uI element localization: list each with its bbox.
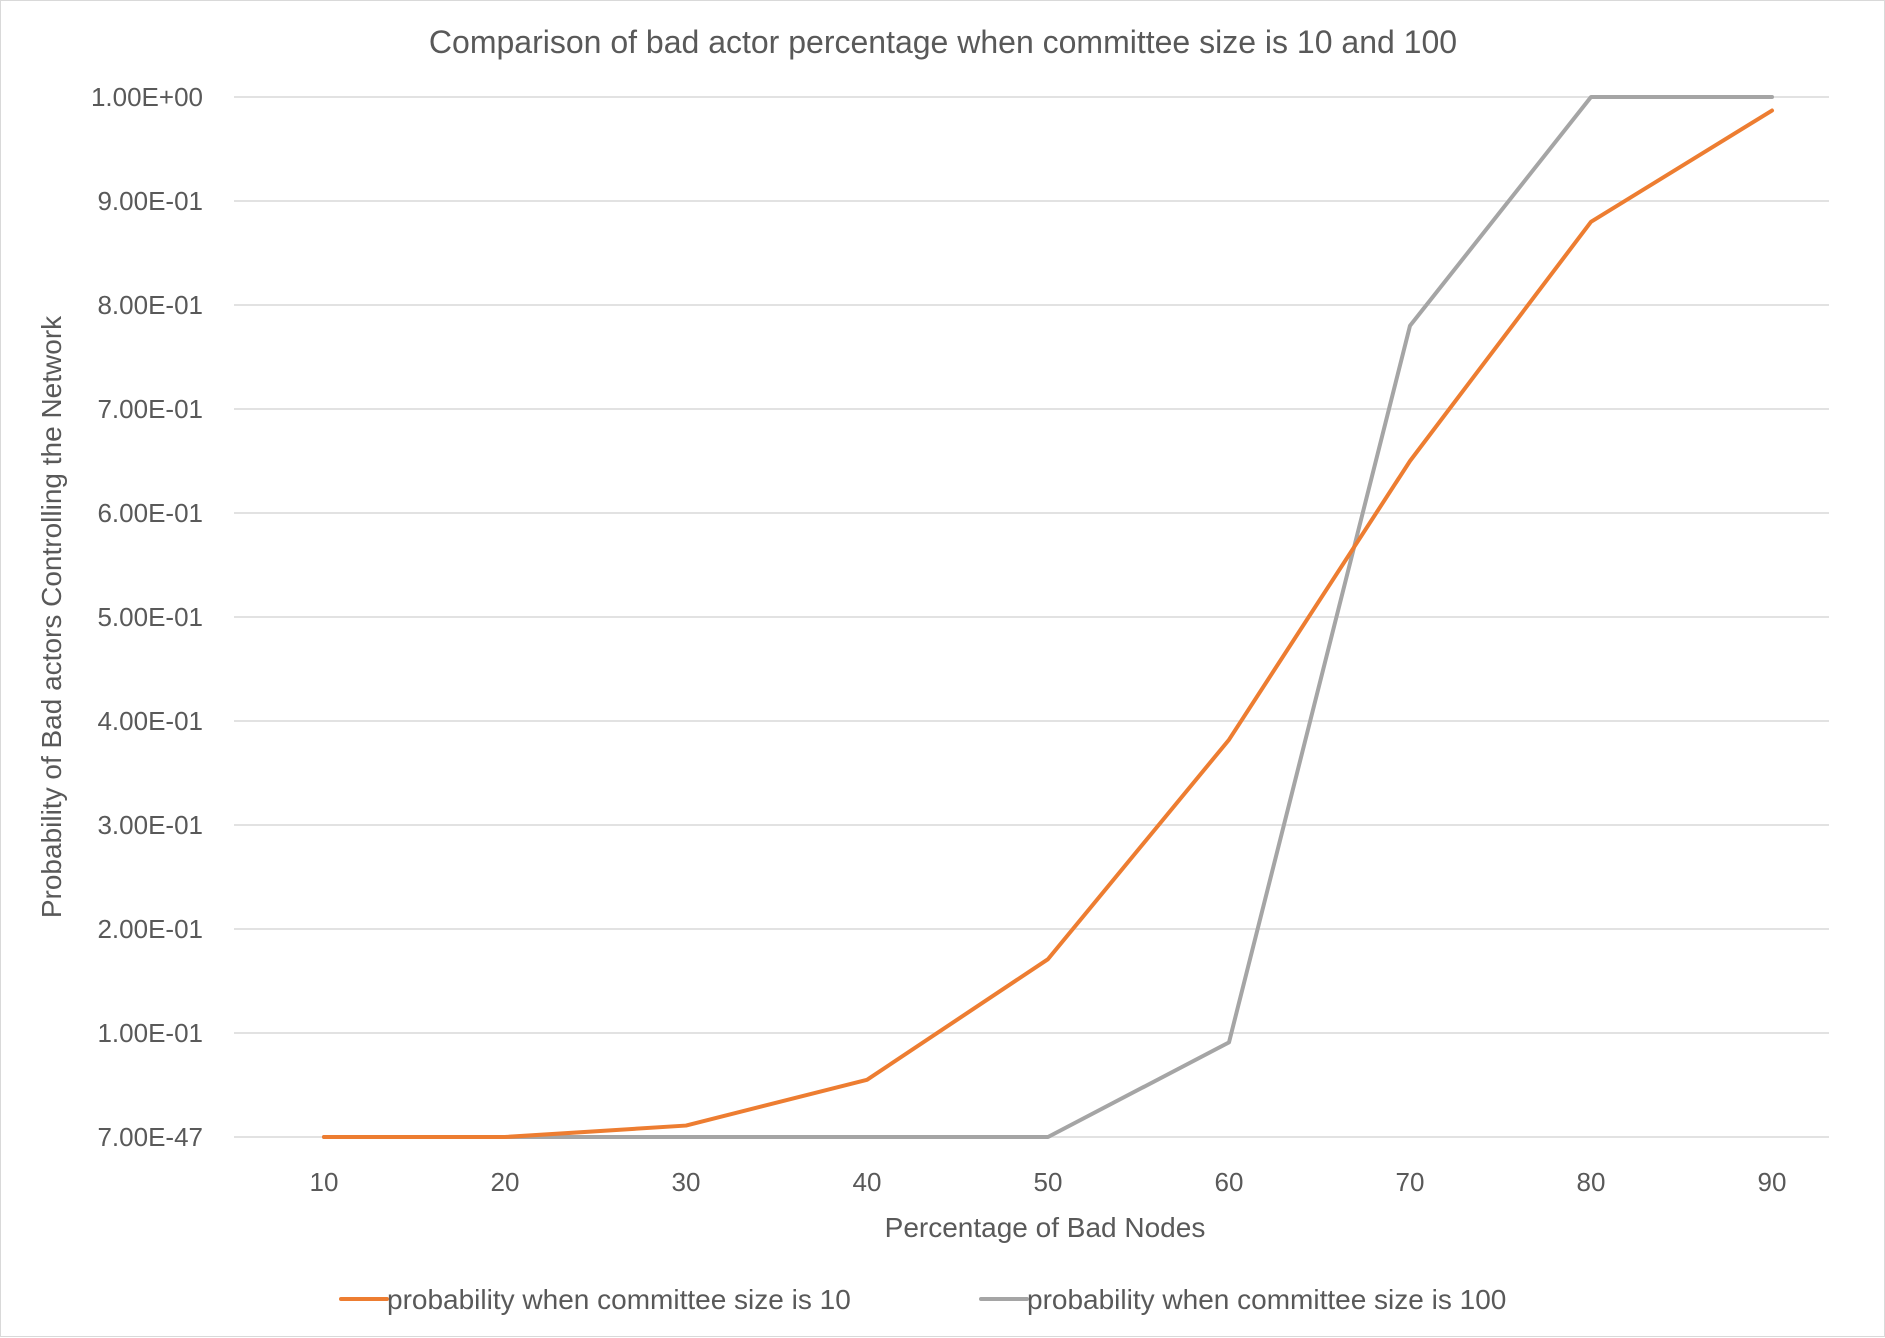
- y-tick-label-6: 6.00E-01: [97, 498, 203, 528]
- x-tick-label-4: 50: [1034, 1167, 1063, 1197]
- y-tick-label-7: 7.00E-01: [97, 394, 203, 424]
- y-tick-label-4: 4.00E-01: [97, 706, 203, 736]
- y-axis-tick-labels: 7.00E-47 1.00E-01 2.00E-01 3.00E-01 4.00E-01…: [91, 82, 203, 1152]
- x-tick-label-5: 60: [1215, 1167, 1244, 1197]
- y-axis-title: Probability of Bad actors Controlling th…: [36, 315, 67, 918]
- y-tick-label-2: 2.00E-01: [97, 914, 203, 944]
- x-tick-label-7: 80: [1577, 1167, 1606, 1197]
- chart-title: Comparison of bad actor percentage when …: [429, 24, 1457, 60]
- x-tick-label-8: 90: [1758, 1167, 1787, 1197]
- y-tick-label-5: 5.00E-01: [97, 602, 203, 632]
- x-axis-title: Percentage of Bad Nodes: [885, 1212, 1206, 1243]
- x-axis-tick-labels: 10 20 30 40 50 60 70 80 90: [310, 1167, 1787, 1197]
- legend-label-0: probability when committee size is 10: [387, 1284, 851, 1315]
- gridlines: [234, 96, 1829, 1138]
- y-tick-label-3: 3.00E-01: [97, 810, 203, 840]
- x-tick-label-2: 30: [672, 1167, 701, 1197]
- y-tick-label-1: 1.00E-01: [97, 1018, 203, 1048]
- y-tick-label-0: 7.00E-47: [97, 1122, 203, 1152]
- x-tick-label-6: 70: [1396, 1167, 1425, 1197]
- x-tick-label-0: 10: [310, 1167, 339, 1197]
- y-tick-label-10: 1.00E+00: [91, 82, 203, 112]
- series-line-0: [322, 108, 1774, 1139]
- x-tick-label-3: 40: [853, 1167, 882, 1197]
- x-tick-label-1: 20: [491, 1167, 520, 1197]
- y-tick-label-9: 9.00E-01: [97, 186, 203, 216]
- y-tick-label-8: 8.00E-01: [97, 290, 203, 320]
- series-line-1: [322, 95, 1774, 1139]
- legend: probability when committee size is 10 pro…: [339, 1284, 1506, 1315]
- series-lines: [322, 95, 1774, 1139]
- legend-label-1: probability when committee size is 100: [1027, 1284, 1506, 1315]
